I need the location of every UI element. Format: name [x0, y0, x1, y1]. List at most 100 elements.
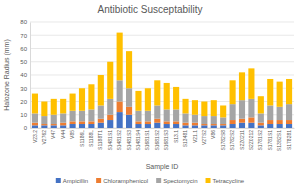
bar-segment — [211, 125, 217, 128]
bar-segment — [154, 105, 160, 118]
bar-segment — [60, 125, 66, 128]
bar-segment — [70, 111, 76, 122]
bar-segment — [277, 107, 283, 120]
legend-label: Spectomycin — [163, 178, 197, 184]
bar-segment — [135, 111, 141, 122]
x-tick: S178281 — [286, 128, 292, 150]
plot-area: 01020304050607080V23.2V2762V47V44V85S118… — [20, 19, 294, 151]
bar-segment — [201, 102, 207, 117]
bar-segment — [286, 79, 292, 104]
y-tick: 20 — [20, 99, 30, 105]
y-tick-label: 20 — [20, 99, 27, 105]
bar-segment — [60, 99, 66, 114]
x-tick: V47 — [50, 128, 56, 139]
x-tick: S1188L — [88, 128, 94, 147]
bar-segment — [41, 125, 47, 128]
x-tick-label: S1481S3 — [126, 130, 132, 151]
bar-segment — [32, 113, 38, 122]
bar-segment — [277, 124, 283, 128]
legend-item: Spectomycin — [156, 178, 197, 184]
chart-container: 01020304050607080V23.2V2762V47V44V85S118… — [0, 0, 300, 188]
grid-line — [30, 48, 294, 49]
legend-label: Ampicillin — [63, 178, 88, 184]
bar-segment — [145, 121, 151, 124]
x-tick: S1681S3 — [163, 128, 169, 151]
grid-line — [30, 22, 294, 23]
x-tick: S1188T1 — [97, 128, 103, 150]
x-tick-label: S1782S8 — [220, 130, 226, 151]
x-tick: S1481S4 — [135, 128, 141, 151]
bar-segment — [201, 116, 207, 124]
x-tick-label: S1781S2 — [257, 130, 263, 151]
bar-segment — [32, 94, 38, 114]
y-tick: 80 — [20, 19, 30, 25]
bar-segment — [117, 102, 123, 113]
bar-segment — [154, 80, 160, 105]
bar-segment — [32, 123, 38, 126]
x-tick-label: S1186L — [79, 130, 85, 147]
x-tick-label: S1681S2 — [154, 130, 160, 151]
bar-segment — [267, 120, 273, 124]
chart-title: Antibiotic Susceptability — [97, 4, 202, 15]
bar-segment — [182, 99, 188, 114]
x-tick: S13481 — [182, 128, 188, 147]
x-tick: S2Z0212 — [248, 128, 254, 150]
bar-segment — [267, 79, 273, 106]
bars — [32, 33, 292, 128]
series-bars — [32, 33, 292, 118]
x-tick: V21.1 — [192, 128, 198, 143]
legend: AmpicillinChloramphenicolSpectomycinTetr… — [56, 178, 245, 184]
bar-segment — [164, 109, 170, 121]
bar-segment — [248, 68, 254, 98]
bar-segment — [258, 113, 264, 122]
y-tick-label: 40 — [20, 72, 27, 78]
x-tick-label: S1781S1 — [267, 130, 273, 151]
y-tick-label: 70 — [20, 33, 27, 39]
bar-segment — [173, 121, 179, 124]
bar-segment — [88, 109, 94, 121]
x-tick-label: S178281 — [286, 130, 292, 150]
bar-segment — [286, 120, 292, 124]
bar-segment — [239, 119, 245, 123]
y-tick-label: 80 — [20, 19, 27, 25]
legend-swatch — [156, 178, 161, 183]
y-axis-line — [30, 23, 31, 129]
legend-label: Tetracycline — [213, 178, 245, 184]
x-tick: V44 — [60, 128, 66, 139]
bar-segment — [230, 120, 236, 124]
x-tick: S1681S2 — [154, 128, 160, 151]
bar-segment — [286, 124, 292, 128]
bar-segment — [145, 124, 151, 128]
bar-segment — [88, 121, 94, 124]
bar-segment — [79, 124, 85, 128]
bar-segment — [211, 116, 217, 124]
bar-segment — [248, 123, 254, 128]
legend-swatch — [206, 178, 211, 183]
x-tick-label: S1681S3 — [163, 130, 169, 151]
x-tick-label: S1481S4 — [135, 130, 141, 151]
bar-segment — [277, 120, 283, 124]
bar-segment — [70, 94, 76, 111]
y-tick: 40 — [20, 72, 30, 78]
bar-segment — [126, 51, 132, 88]
x-axis: V23.2V2762V47V44V85S1186LS1188LS1188T1S1… — [31, 128, 295, 151]
x-tick: S1781S1 — [267, 128, 273, 151]
bar-segment — [107, 99, 113, 115]
x-tick: S1681S1 — [144, 128, 150, 151]
bar-segment — [173, 87, 179, 110]
bar-segment — [211, 100, 217, 116]
x-tick-label: S1782S2 — [229, 130, 235, 151]
bar-segment — [51, 115, 57, 124]
x-tick-label: V27S2 — [201, 130, 207, 145]
bar-segment — [79, 88, 85, 111]
y-tick-label: 50 — [20, 59, 27, 65]
bar-segment — [70, 124, 76, 128]
x-tick-label: V21.1 — [192, 130, 198, 143]
bar-segment — [51, 124, 57, 125]
x-tick: S1782S2 — [229, 128, 235, 151]
bar-segment — [145, 88, 151, 111]
legend-swatch — [96, 178, 101, 183]
x-tick: S1186L — [79, 128, 85, 147]
bar-segment — [126, 107, 132, 115]
y-tick: 0 — [24, 125, 30, 131]
